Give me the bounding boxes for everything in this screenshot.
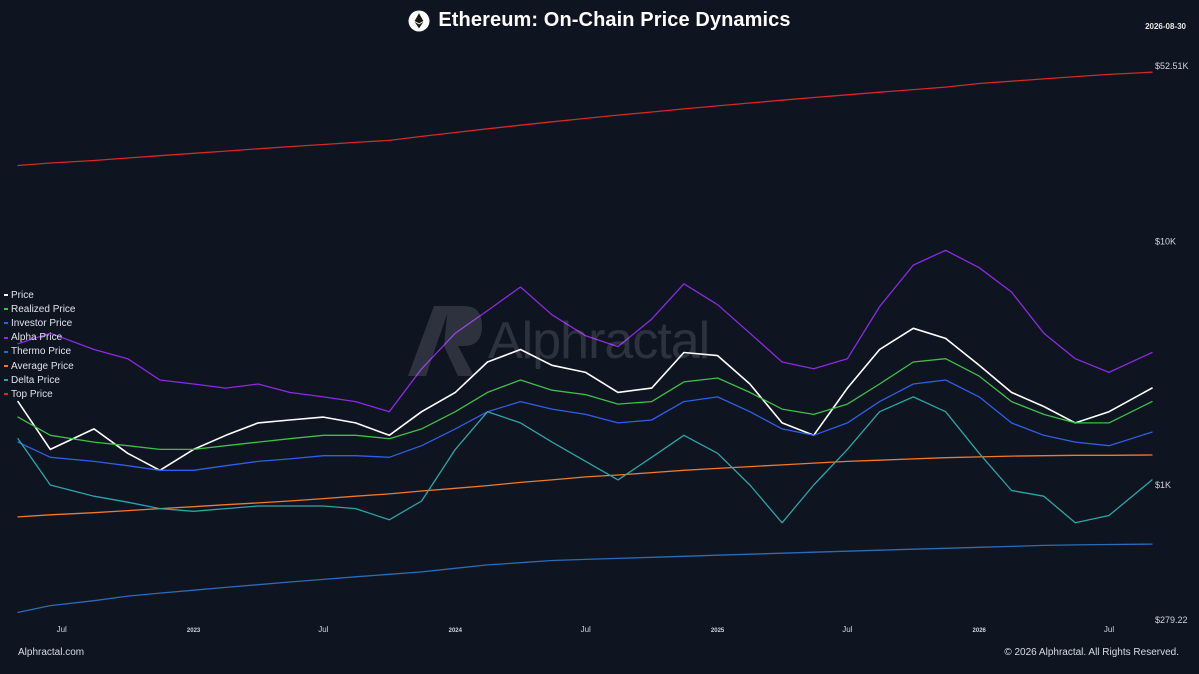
series-line-2	[17, 327, 1153, 472]
legend-marker	[4, 350, 8, 353]
legend-item[interactable]: Realized Price	[4, 302, 75, 316]
footer-copyright: © 2026 Alphractal. All Rights Reserved.	[1004, 647, 1179, 658]
y-axis: $52.51K $10K $1K $279.22	[1155, 61, 1189, 625]
title-group: Ethereum: On-Chain Price Dynamics	[0, 9, 1199, 32]
chart-title: Ethereum: On-Chain Price Dynamics	[438, 9, 791, 31]
legend-label: Investor Price	[11, 317, 73, 329]
y-tick-label: $10K	[1155, 236, 1176, 246]
chart-legend: Price Realized Price Investor Price Alpha P…	[4, 288, 75, 402]
series-layer	[17, 71, 1153, 614]
series-line-3	[17, 358, 1153, 451]
x-tick-label: Jul	[581, 625, 591, 634]
chart-date: 2026-08-30	[1145, 22, 1186, 31]
legend-label: Delta Price	[11, 374, 60, 386]
legend-item[interactable]: Top Price	[4, 387, 75, 401]
x-axis: Jul 2023 Jul 2024 Jul 2025 Jul 2026 Jul	[57, 625, 1115, 634]
series-line-0	[17, 71, 1153, 167]
series-line-4	[17, 379, 1153, 471]
series-line-7	[17, 543, 1153, 614]
legend-marker	[4, 308, 8, 311]
x-tick-label: Jul	[57, 625, 67, 634]
legend-label: Average Price	[11, 360, 74, 372]
legend-item[interactable]: Investor Price	[4, 316, 75, 330]
y-tick-label: $279.22	[1155, 615, 1188, 625]
legend-label: Top Price	[11, 388, 53, 400]
legend-item[interactable]: Delta Price	[4, 373, 75, 387]
ethereum-logo-icon	[408, 10, 430, 31]
legend-label: Alpha Price	[11, 332, 63, 344]
x-tick-label: Jul	[1104, 625, 1114, 634]
x-tick-label: 2026	[973, 628, 987, 634]
legend-marker	[4, 294, 8, 297]
legend-marker	[4, 365, 8, 368]
legend-label: Thermo Price	[11, 346, 72, 358]
legend-item[interactable]: Thermo Price	[4, 345, 75, 359]
series-line-1	[17, 249, 1153, 413]
legend-marker	[4, 393, 8, 396]
x-tick-label: 2024	[449, 628, 463, 634]
legend-item[interactable]: Average Price	[4, 359, 75, 373]
legend-item[interactable]: Price	[4, 288, 75, 302]
legend-marker	[4, 379, 8, 382]
series-line-5	[17, 454, 1153, 518]
chart-header: Ethereum: On-Chain Price Dynamics 2026-0…	[0, 0, 1199, 44]
x-tick-label: Jul	[318, 625, 328, 634]
y-tick-label: $1K	[1155, 480, 1171, 490]
series-line-6	[17, 396, 1153, 524]
legend-label: Realized Price	[11, 303, 76, 315]
legend-marker	[4, 322, 8, 325]
footer-site: Alphractal.com	[18, 647, 85, 658]
x-tick-label: Jul	[842, 625, 852, 634]
legend-label: Price	[11, 289, 34, 301]
y-tick-label: $52.51K	[1155, 61, 1189, 71]
x-tick-label: 2023	[187, 628, 201, 634]
x-tick-label: 2025	[711, 628, 725, 634]
legend-marker	[4, 336, 8, 339]
legend-item[interactable]: Alpha Price	[4, 331, 75, 345]
